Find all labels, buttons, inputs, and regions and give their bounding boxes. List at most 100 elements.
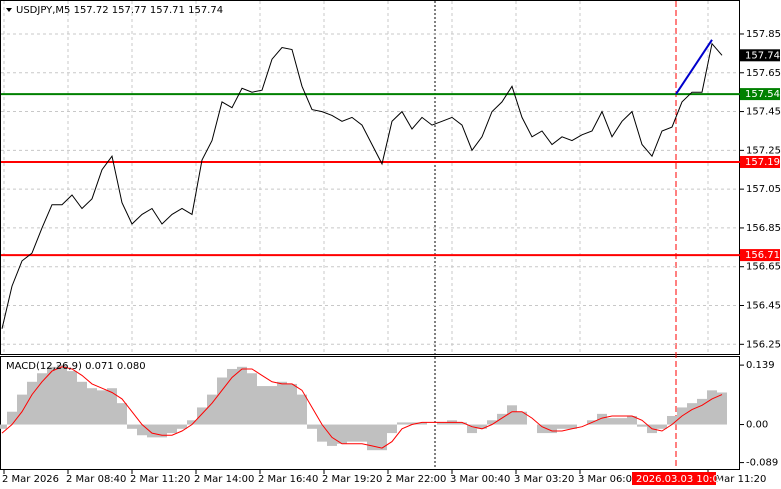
x-tick-label: 3 Mar 11:20 <box>706 474 766 485</box>
macd-bar <box>57 364 67 425</box>
y-tick-label: -0.089 <box>746 458 778 469</box>
x-tick-label: 2 Mar 14:00 <box>194 474 254 485</box>
macd-bar <box>567 424 577 429</box>
macd-bar <box>167 424 177 434</box>
macd-bar <box>0 424 7 429</box>
y-tick-label: 156.85 <box>746 223 781 234</box>
macd-bar <box>87 388 97 425</box>
macd-bar <box>657 424 667 429</box>
main-panel <box>0 0 740 355</box>
level-label-box <box>740 88 780 101</box>
macd-bar <box>127 424 137 429</box>
y-tick-label: 156.65 <box>746 262 781 273</box>
macd-bar <box>67 371 77 425</box>
macd-bar <box>397 422 407 425</box>
macd-bar <box>97 390 107 425</box>
macd-bar <box>197 407 207 425</box>
macd-bar <box>597 413 607 425</box>
x-tick-label: 3 Mar 00:40 <box>450 474 510 485</box>
macd-bar <box>387 424 397 434</box>
macd-bar <box>277 381 287 425</box>
macd-bar <box>237 366 247 425</box>
y-tick-label: 157.05 <box>746 184 781 195</box>
macd-bar <box>287 383 297 425</box>
macd-bar <box>557 424 567 429</box>
macd-bar <box>177 424 187 429</box>
x-tick-label: 2 Mar 19:20 <box>322 474 382 485</box>
macd-bar <box>537 424 547 434</box>
macd-bar <box>697 398 707 425</box>
macd-bar <box>367 424 377 451</box>
macd-bar <box>377 424 387 451</box>
macd-label: MACD(12,26,9) 0.071 0.080 <box>6 361 146 372</box>
macd-bar <box>487 420 497 425</box>
x-tick-label: 2 Mar 08:40 <box>66 474 126 485</box>
macd-bar <box>347 424 357 442</box>
macd-bar <box>187 420 197 425</box>
macd-bar <box>417 422 427 425</box>
current-price-box <box>740 49 780 62</box>
macd-bar <box>147 424 157 438</box>
chart-title: USDJPY,M5 157.72 157.77 157.71 157.74 <box>16 5 223 16</box>
y-tick-label: 157.25 <box>746 145 781 156</box>
macd-bar <box>27 381 37 425</box>
macd-bar <box>7 411 17 425</box>
macd-bar <box>437 422 447 425</box>
macd-bar <box>327 424 337 446</box>
macd-bar <box>707 390 717 425</box>
x-tick-label: 2 Mar 22:00 <box>386 474 446 485</box>
macd-bar <box>477 424 487 429</box>
y-tick-label: 157.45 <box>746 107 781 118</box>
y-tick-label: 157.65 <box>746 68 781 79</box>
current-price-label: 157.74 <box>745 50 780 61</box>
macd-bar <box>717 392 727 425</box>
menu-arrow <box>6 8 12 12</box>
price-line <box>1 42 723 329</box>
macd-bar <box>687 403 697 425</box>
y-tick-label: 156.25 <box>746 339 781 350</box>
macd-bar <box>267 386 277 425</box>
level-label-box <box>740 249 780 262</box>
macd-bar <box>637 424 647 427</box>
level-label: 156.71 <box>745 250 780 261</box>
macd-bar <box>317 424 327 442</box>
level-label-box <box>740 155 780 168</box>
macd-bar <box>47 366 57 425</box>
macd-panel <box>0 356 740 470</box>
macd-bar <box>607 418 617 425</box>
trend-line <box>675 39 713 95</box>
x-tick-label: 2 Mar 16:40 <box>258 474 318 485</box>
macd-bar <box>227 368 237 425</box>
macd-bar <box>37 373 47 425</box>
macd-bar <box>17 394 27 425</box>
x-tick-label: 2 Mar 11:20 <box>130 474 190 485</box>
x-tick-label: 3 Mar 03:20 <box>514 474 574 485</box>
x-tick-label: 3 Mar 06:00 <box>578 474 638 485</box>
y-tick-label: 0.139 <box>746 360 775 371</box>
level-label: 157.19 <box>745 157 780 168</box>
macd-bar <box>517 411 527 425</box>
x-tick-label: 2 Mar 2026 <box>2 474 59 485</box>
macd-bar <box>77 381 87 425</box>
macd-bar <box>297 394 307 425</box>
macd-bar <box>617 418 627 425</box>
macd-bar <box>667 415 677 425</box>
macd-bar <box>457 422 467 425</box>
y-tick-label: 157.85 <box>746 29 781 40</box>
y-tick-label: 0.00 <box>746 420 768 431</box>
macd-bar <box>157 424 167 438</box>
macd-bar <box>507 405 517 425</box>
macd-bar <box>247 373 257 425</box>
macd-bar <box>407 422 417 425</box>
y-tick-label: 156.45 <box>746 301 781 312</box>
macd-bar <box>467 424 477 434</box>
level-label: 157.54 <box>745 89 780 100</box>
macd-bar <box>627 415 637 425</box>
signal-line <box>1 366 723 449</box>
macd-bar <box>107 388 117 425</box>
macd-bar <box>137 424 147 436</box>
macd-bar <box>257 386 267 425</box>
macd-bar <box>337 424 347 444</box>
